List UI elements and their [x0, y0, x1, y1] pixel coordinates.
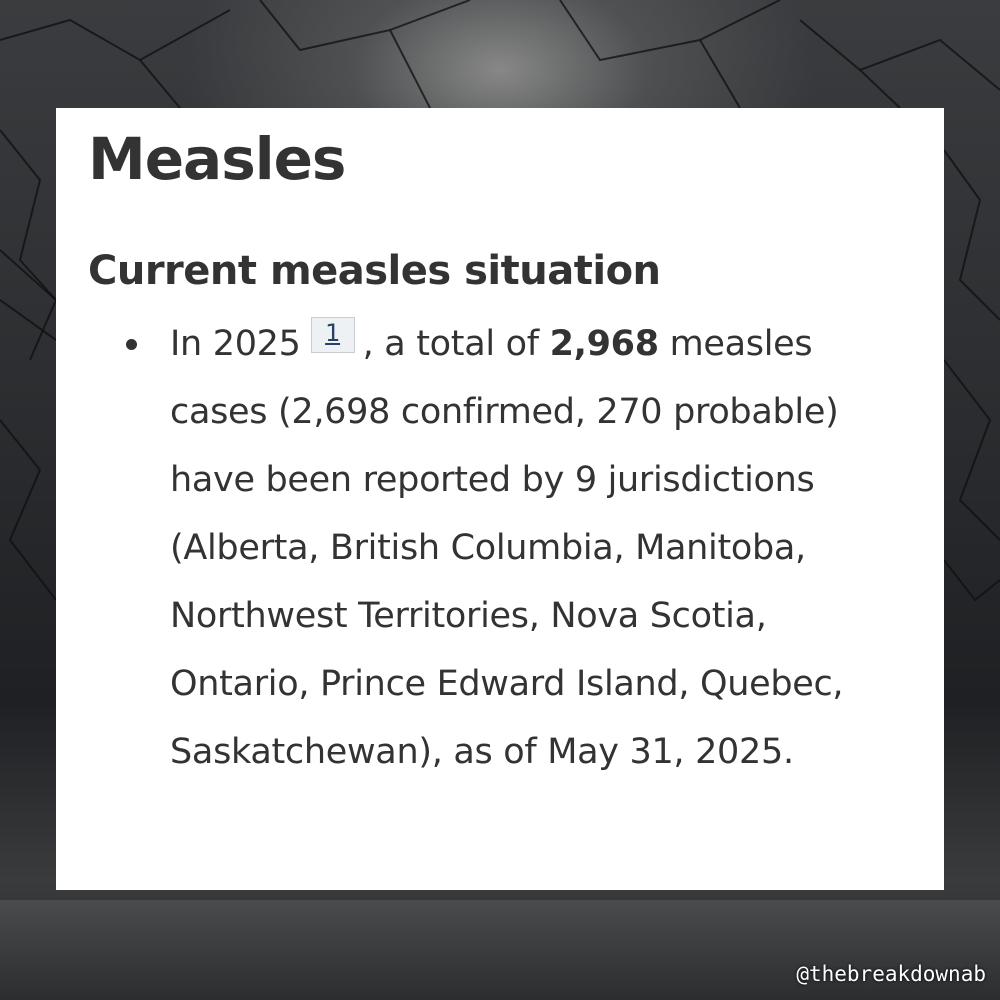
- section-heading: Current measles situation: [88, 248, 661, 294]
- footnote-link[interactable]: 1: [310, 317, 355, 353]
- watermark-handle: @thebreakdownab: [796, 962, 986, 986]
- content-card: Measles Current measles situation In 202…: [56, 108, 944, 890]
- page-title: Measles: [88, 125, 346, 193]
- total-cases-value: 2,968: [549, 324, 660, 364]
- bullet-text-after-total: measles cases (2,698 confirmed, 270 prob…: [170, 324, 844, 772]
- ground-area: [0, 900, 1000, 1000]
- bullet-text-before-total: , a total of: [362, 324, 550, 364]
- bullet-prefix: In 2025: [170, 324, 301, 364]
- list-item: In 2025 1, a total of 2,968 measles cases…: [126, 310, 912, 786]
- situation-list: In 2025 1, a total of 2,968 measles cases…: [88, 310, 912, 786]
- bullet-dot-icon: [126, 339, 137, 350]
